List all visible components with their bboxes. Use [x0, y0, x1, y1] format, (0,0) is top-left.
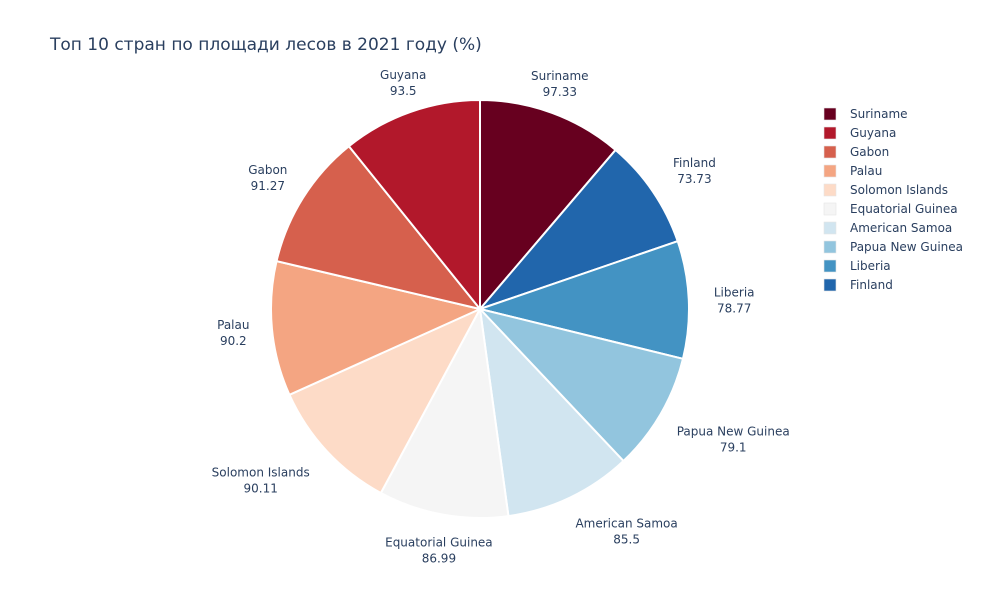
legend-swatch [823, 164, 837, 178]
slice-label-papua-new-guinea: Papua New Guinea 79.1 [677, 424, 790, 454]
pie-slice-solomon-islands[interactable] [288, 306, 483, 495]
slice-label-name: Finland [673, 156, 716, 170]
slice-label-name: Guyana [380, 68, 426, 82]
pie-slice-liberia[interactable] [476, 239, 690, 361]
slice-label-value: 85.5 [613, 532, 640, 546]
slice-label-palau: Palau 90.2 [217, 318, 249, 348]
slice-label-suriname: Suriname 97.33 [531, 69, 589, 99]
legend-item-palau[interactable]: Palau [823, 164, 882, 178]
slice-label-value: 91.27 [251, 179, 285, 193]
legend-swatch [823, 278, 837, 292]
legend-label: Solomon Islands [850, 183, 948, 197]
slice-label-guyana: Guyana 93.5 [380, 68, 426, 98]
slice-label-value: 86.99 [422, 551, 456, 565]
slice-label-value: 90.11 [244, 481, 278, 495]
slice-label-value: 93.5 [390, 84, 417, 98]
slice-label-name: Palau [217, 318, 249, 332]
slice-label-value: 97.33 [543, 85, 577, 99]
legend-label: Suriname [850, 107, 908, 121]
slice-label-liberia: Liberia 78.77 [714, 286, 755, 316]
slice-label-finland: Finland 73.73 [673, 156, 716, 186]
legend-swatch [823, 107, 837, 121]
legend-swatch [823, 183, 837, 197]
legend-item-american-samoa[interactable]: American Samoa [823, 221, 952, 235]
legend-label: Equatorial Guinea [850, 202, 958, 216]
slice-label-name: Liberia [714, 286, 755, 300]
slice-label-name: Papua New Guinea [677, 424, 790, 438]
legend-item-suriname[interactable]: Suriname [823, 107, 908, 121]
slice-label-name: Suriname [531, 69, 589, 83]
pie-slices [270, 98, 690, 519]
slice-label-value: 90.2 [220, 334, 247, 348]
legend-swatch [823, 202, 837, 216]
legend-label: Finland [850, 278, 893, 292]
pie-slice-equatorial-guinea[interactable] [379, 305, 510, 519]
pie-slice-gabon[interactable] [275, 144, 483, 311]
slice-label-value: 78.77 [717, 302, 751, 316]
legend-item-guyana[interactable]: Guyana [823, 126, 896, 140]
pie-slice-palau[interactable] [270, 259, 484, 397]
slice-label-name: Gabon [248, 163, 287, 177]
slice-labels: Suriname 97.33 Finland 73.73 Liberia 78.77 Pap… [212, 68, 790, 565]
slice-label-value: 79.1 [720, 440, 747, 454]
slice-label-solomon-islands: Solomon Islands 90.11 [212, 465, 310, 495]
pie-slice-finland[interactable] [476, 148, 679, 312]
legend-swatch [823, 240, 837, 254]
legend-label: Gabon [850, 145, 889, 159]
legend-label: Guyana [850, 126, 896, 140]
pie-slice-american-samoa[interactable] [478, 306, 625, 518]
legend-swatch [823, 221, 837, 235]
pie-slice-suriname[interactable] [479, 98, 617, 312]
legend-swatch [823, 145, 837, 159]
slice-label-value: 73.73 [677, 172, 711, 186]
legend-label: Liberia [850, 259, 891, 273]
slice-label-name: Equatorial Guinea [385, 535, 493, 549]
legend-item-solomon-islands[interactable]: Solomon Islands [823, 183, 948, 197]
slice-label-american-samoa: American Samoa 85.5 [575, 516, 677, 546]
slice-label-equatorial-guinea: Equatorial Guinea 86.99 [385, 535, 493, 565]
legend-item-liberia[interactable]: Liberia [823, 259, 891, 273]
slice-label-gabon: Gabon 91.27 [248, 163, 287, 193]
legend-item-finland[interactable]: Finland [823, 278, 893, 292]
legend-swatch [823, 126, 837, 140]
legend-item-gabon[interactable]: Gabon [823, 145, 889, 159]
pie-slice-guyana[interactable] [347, 98, 481, 312]
legend-label: Papua New Guinea [850, 240, 963, 254]
chart-title: Топ 10 стран по площади лесов в 2021 год… [49, 35, 482, 55]
pie-slice-papua-new-guinea[interactable] [476, 307, 685, 463]
legend-item-equatorial-guinea[interactable]: Equatorial Guinea [823, 202, 958, 216]
legend-label: American Samoa [850, 221, 952, 235]
slice-label-name: American Samoa [575, 516, 677, 530]
legend: Suriname Guyana Gabon Palau Solomon Islands E… [823, 107, 963, 292]
legend-item-papua-new-guinea[interactable]: Papua New Guinea [823, 240, 963, 254]
slice-label-name: Solomon Islands [212, 465, 310, 479]
legend-label: Palau [850, 164, 882, 178]
legend-swatch [823, 259, 837, 273]
